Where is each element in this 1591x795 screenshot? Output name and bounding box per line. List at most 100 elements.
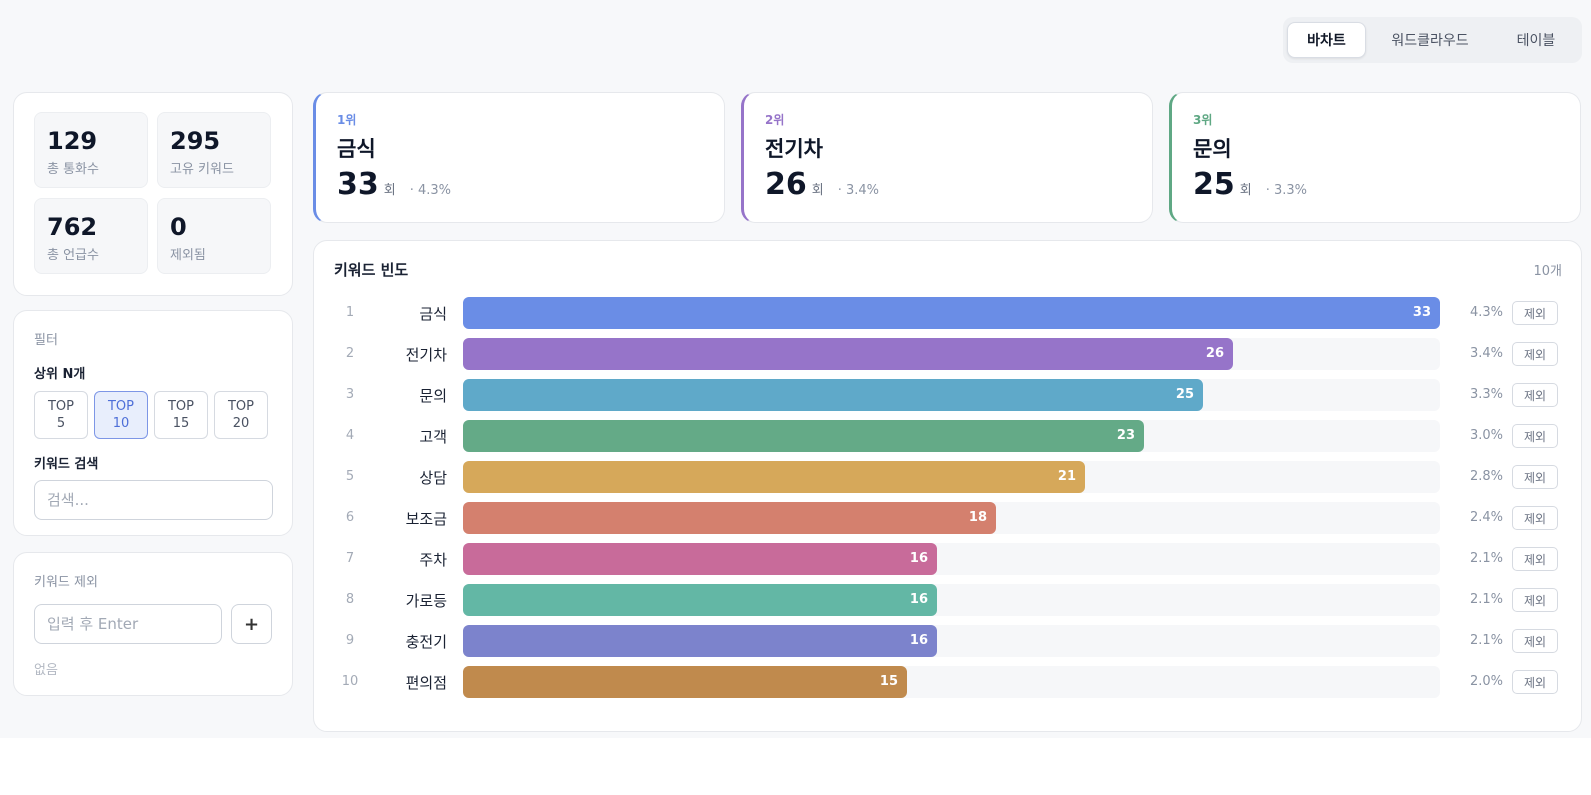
exclude-keyword-button[interactable]: 제외	[1512, 547, 1558, 571]
bar-label: 상담	[419, 469, 447, 487]
exclude-keyword-button[interactable]: 제외	[1512, 465, 1558, 489]
bar-track: 26	[463, 338, 1440, 370]
rank-unit: 회	[383, 183, 396, 198]
bar-percent: 4.3%	[1469, 305, 1503, 320]
top15-button[interactable]: TOP 15	[154, 391, 208, 439]
view-bar-chart-button[interactable]: 바차트	[1287, 22, 1366, 58]
exclude-empty-text: 없음	[34, 663, 58, 678]
exclude-panel: 키워드 제외 + 없음	[13, 552, 293, 696]
bar-percent: 3.3%	[1469, 387, 1503, 402]
bar-rank: 10	[341, 674, 359, 689]
exclude-keyword-button[interactable]: 제외	[1512, 342, 1558, 366]
rank-count: 33	[337, 167, 379, 202]
bar-rank: 4	[345, 428, 355, 443]
view-wordcloud-button[interactable]: 워드클라우드	[1391, 33, 1469, 49]
keyword-frequency-chart: 키워드 빈도 10개 1 금식 33 4.3% 제외 2 전기차 26 3.4% 제외 3 문의 25 3…	[313, 240, 1582, 732]
bar-percent: 2.1%	[1469, 551, 1503, 566]
bar-track: 16	[463, 625, 1440, 657]
bar-row: 3 문의 25 3.3% 제외	[314, 379, 1583, 411]
exclude-keyword-button[interactable]: 제외	[1512, 588, 1558, 612]
rank-keyword: 문의	[1193, 137, 1232, 161]
topn-number: 5	[56, 416, 66, 431]
stat-value: 762	[47, 213, 98, 241]
bar-rank: 7	[345, 551, 355, 566]
bar-value-label: 33	[1412, 305, 1431, 320]
add-exclude-button[interactable]: +	[231, 604, 272, 644]
exclude-keyword-button[interactable]: 제외	[1512, 506, 1558, 530]
topn-text: TOP	[227, 399, 254, 414]
bar-value-label: 25	[1175, 387, 1194, 402]
bar-rank: 8	[345, 592, 355, 607]
bar-label: 편의점	[405, 674, 447, 692]
bar-value-label: 16	[909, 633, 928, 648]
stat-label: 총 통화수	[47, 162, 99, 177]
bar-rank: 2	[345, 346, 355, 361]
bar-row: 9 충전기 16 2.1% 제외	[314, 625, 1583, 657]
bar-rank: 5	[345, 469, 355, 484]
bar-label: 금식	[419, 305, 447, 323]
view-table-button[interactable]: 테이블	[1516, 33, 1556, 49]
bar-row: 6 보조금 18 2.4% 제외	[314, 502, 1583, 534]
bar-value-label: 21	[1057, 469, 1076, 484]
rank-keyword: 전기차	[765, 137, 823, 161]
rank-label: 2위	[765, 113, 785, 127]
exclude-keyword-button[interactable]: 제외	[1512, 670, 1558, 694]
rank-unit: 회	[1239, 183, 1252, 198]
bar-track: 15	[463, 666, 1440, 698]
rank-card-3: 3위 문의 25 회 · 3.3%	[1169, 92, 1581, 223]
stat-label: 총 언급수	[47, 248, 99, 263]
chart-count: 10개	[1533, 264, 1562, 279]
rank-percent: · 4.3%	[409, 183, 452, 198]
bar: 16	[463, 584, 937, 616]
stat-unique-keywords: 295 고유 키워드	[157, 112, 271, 188]
stat-value: 295	[170, 127, 221, 155]
bar-row: 2 전기차 26 3.4% 제외	[314, 338, 1583, 370]
bar: 16	[463, 543, 937, 575]
filter-title: 필터	[34, 333, 58, 348]
topn-text: TOP	[167, 399, 194, 414]
filter-panel: 필터 상위 N개 TOP 5 TOP 10 TOP 15 TOP 20 키워드 …	[13, 310, 293, 536]
bar-percent: 2.1%	[1469, 592, 1503, 607]
rank-label: 3위	[1193, 113, 1213, 127]
bar-rank: 6	[345, 510, 355, 525]
bar-row: 5 상담 21 2.8% 제외	[314, 461, 1583, 493]
rank-unit: 회	[811, 183, 824, 198]
top5-button[interactable]: TOP 5	[34, 391, 88, 439]
top10-button[interactable]: TOP 10	[94, 391, 148, 439]
stat-label: 제외됨	[170, 248, 206, 263]
bar-row: 8 가로등 16 2.1% 제외	[314, 584, 1583, 616]
exclude-keyword-button[interactable]: 제외	[1512, 301, 1558, 325]
keyword-search-input[interactable]	[34, 480, 273, 520]
bar-rank: 1	[345, 305, 355, 320]
rank-count: 25	[1193, 167, 1235, 202]
exclude-keyword-button[interactable]: 제외	[1512, 383, 1558, 407]
bar-percent: 3.0%	[1469, 428, 1503, 443]
bar-row: 10 편의점 15 2.0% 제외	[314, 666, 1583, 698]
bar-label: 보조금	[405, 510, 447, 528]
bar: 21	[463, 461, 1085, 493]
bar-rank: 3	[345, 387, 355, 402]
exclude-keyword-input[interactable]	[34, 604, 222, 644]
exclude-title: 키워드 제외	[34, 575, 98, 590]
bar: 15	[463, 666, 907, 698]
bar-track: 25	[463, 379, 1440, 411]
bar-track: 33	[463, 297, 1440, 329]
bar-row: 1 금식 33 4.3% 제외	[314, 297, 1583, 329]
bar: 18	[463, 502, 996, 534]
stat-total-mentions: 762 총 언급수	[34, 198, 148, 274]
bar-label: 문의	[419, 387, 447, 405]
bar-percent: 2.0%	[1469, 674, 1503, 689]
bar: 25	[463, 379, 1203, 411]
exclude-keyword-button[interactable]: 제외	[1512, 629, 1558, 653]
stat-value: 129	[47, 127, 98, 155]
search-label: 키워드 검색	[34, 457, 99, 472]
rank-card-1: 1위 금식 33 회 · 4.3%	[313, 92, 725, 223]
rank-percent: · 3.3%	[1265, 183, 1308, 198]
top20-button[interactable]: TOP 20	[214, 391, 268, 439]
bar-percent: 2.1%	[1469, 633, 1503, 648]
bar-track: 23	[463, 420, 1440, 452]
exclude-keyword-button[interactable]: 제외	[1512, 424, 1558, 448]
stat-total-calls: 129 총 통화수	[34, 112, 148, 188]
bar-label: 주차	[419, 551, 447, 569]
rank-percent: · 3.4%	[837, 183, 880, 198]
